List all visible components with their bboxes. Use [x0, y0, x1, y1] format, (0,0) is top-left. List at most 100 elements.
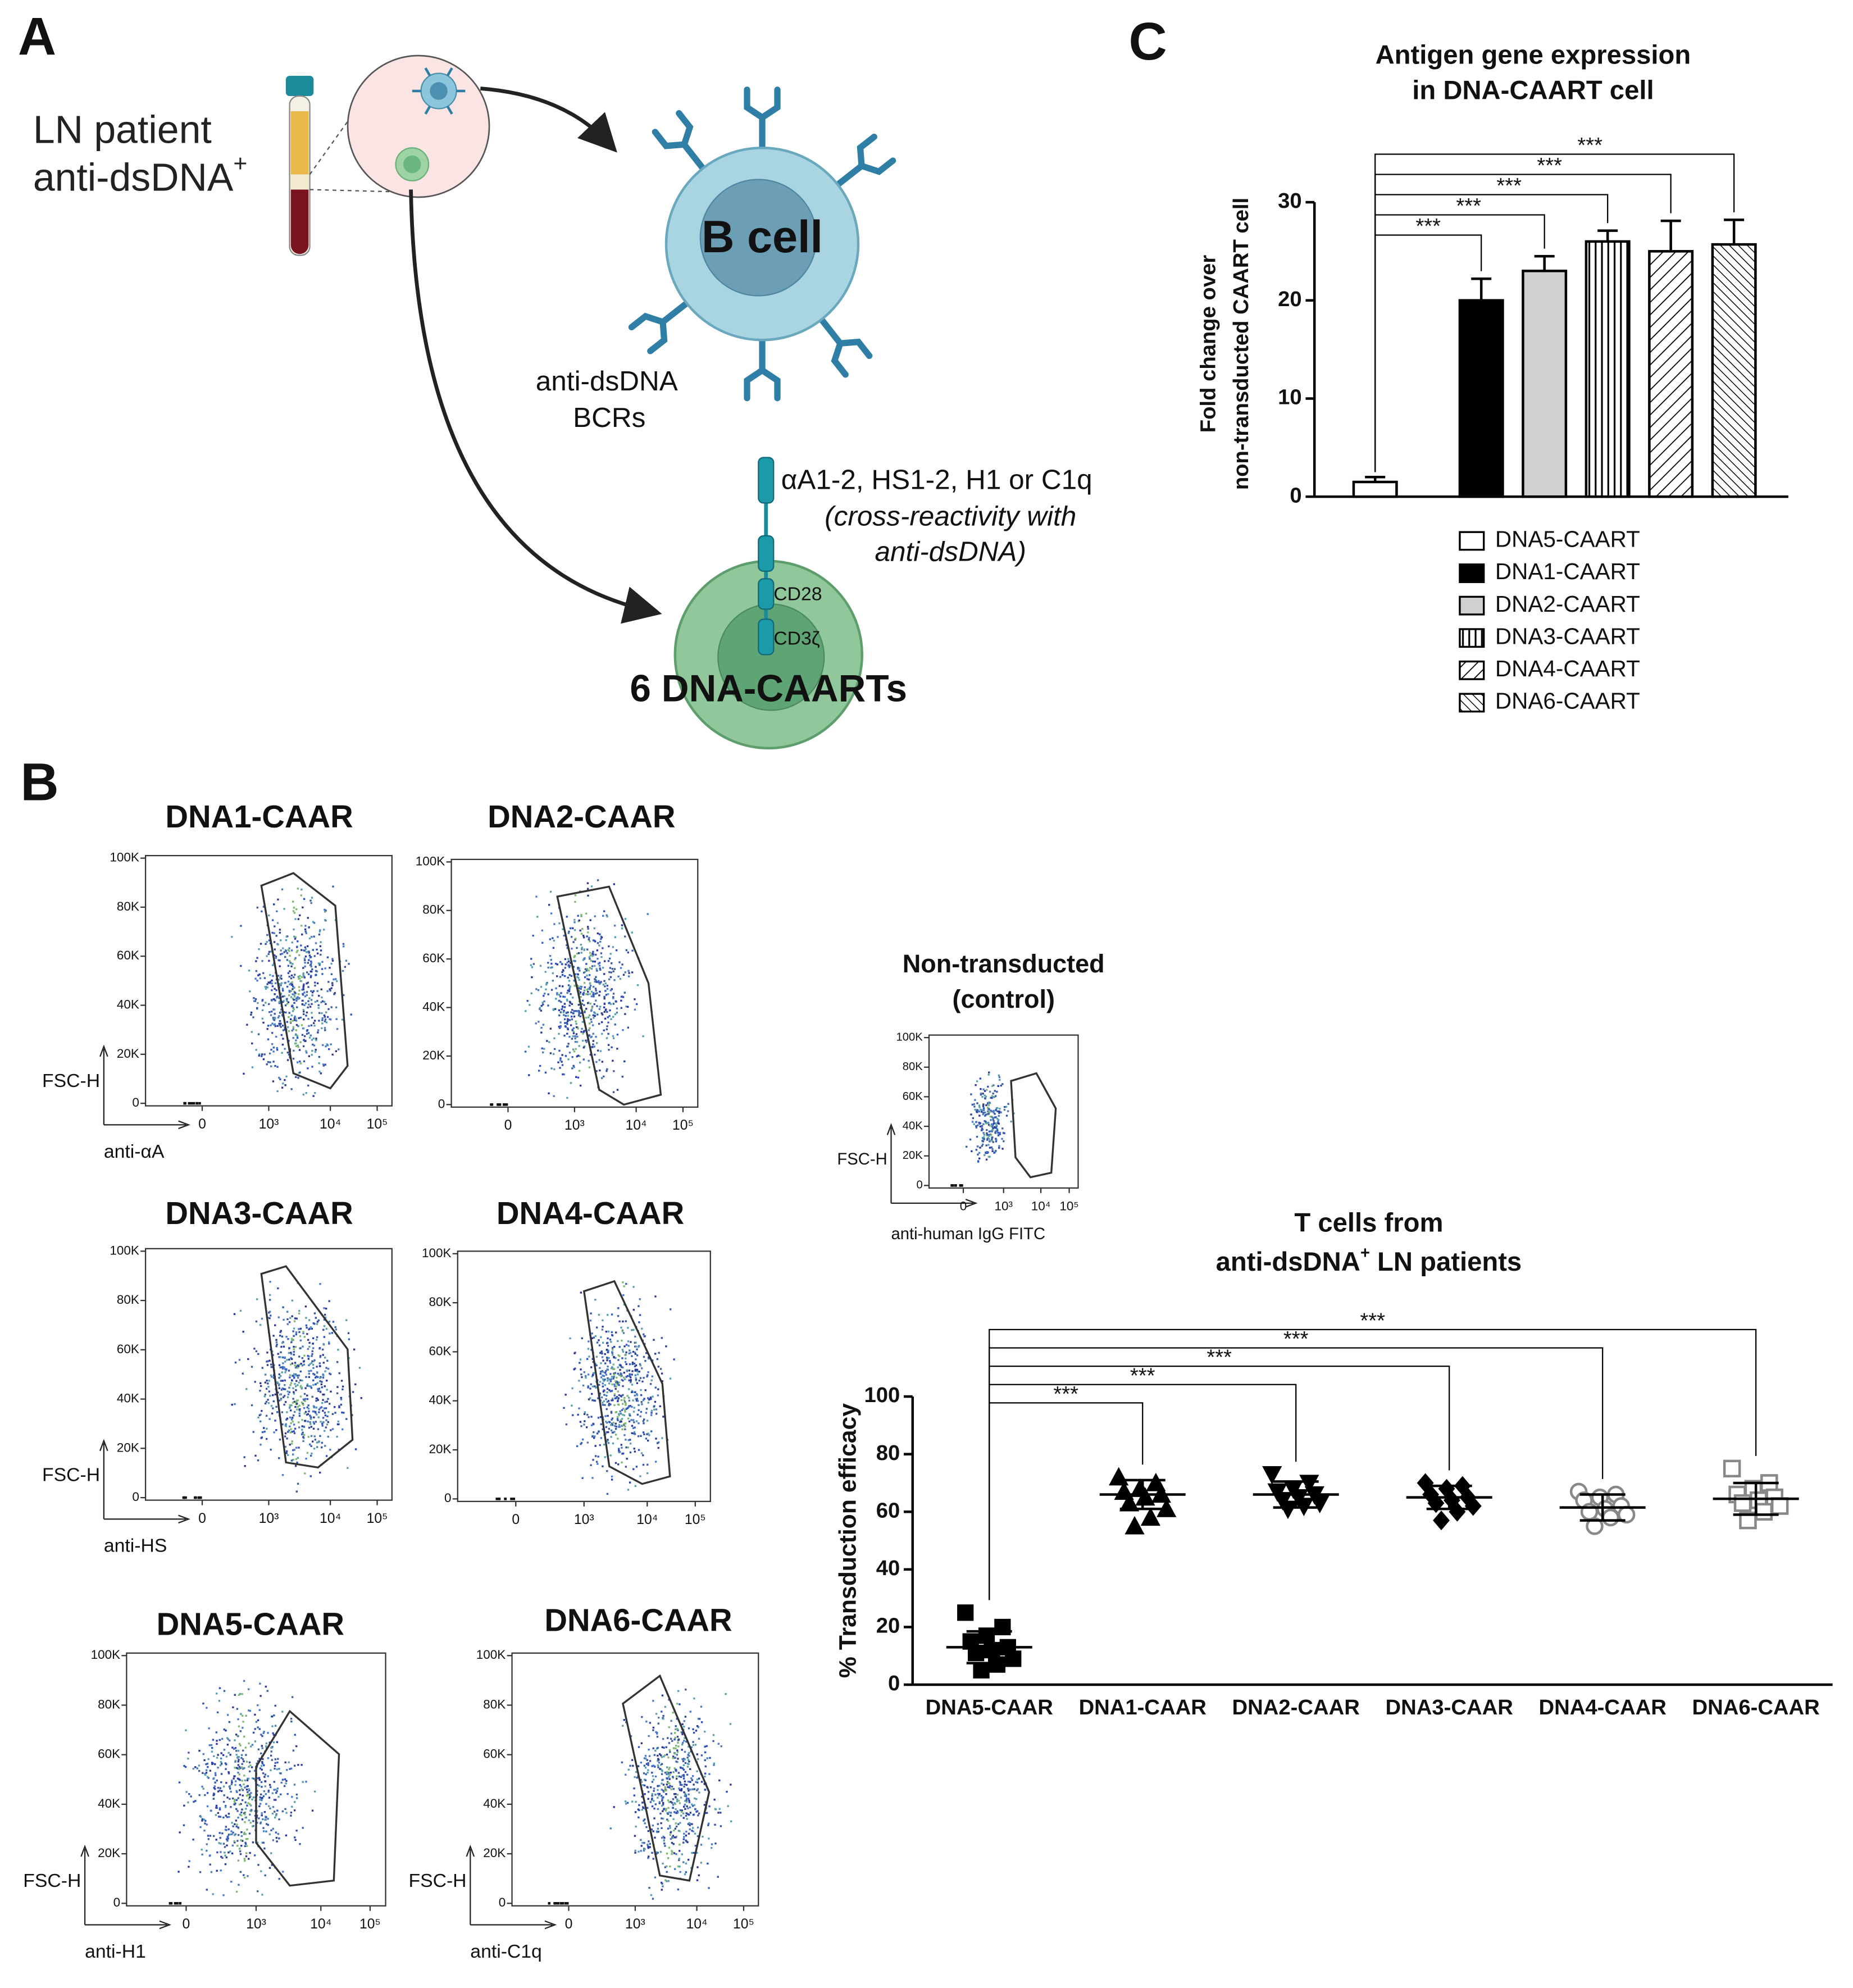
event [585, 1039, 587, 1041]
event [266, 1379, 268, 1382]
event [311, 1003, 313, 1006]
event [978, 1152, 981, 1154]
event [322, 1329, 325, 1331]
event [616, 1416, 619, 1418]
event [211, 1750, 213, 1753]
event [547, 962, 549, 964]
event [226, 1744, 229, 1746]
event [708, 1805, 711, 1808]
event [607, 1032, 609, 1035]
event [237, 1797, 239, 1799]
event [638, 1346, 640, 1348]
event [295, 1020, 298, 1022]
event [618, 1355, 621, 1357]
event [277, 1796, 280, 1798]
event [594, 1335, 597, 1338]
event [317, 1390, 320, 1392]
event [336, 1423, 339, 1426]
event [1003, 1108, 1006, 1111]
event [208, 1744, 211, 1746]
event [230, 1790, 232, 1793]
event [640, 1839, 642, 1841]
plot-frame [457, 1250, 711, 1502]
event [288, 994, 290, 997]
event [215, 1804, 218, 1807]
flow-tick-label: 10⁵ [672, 1118, 694, 1133]
event [980, 1093, 982, 1095]
event [307, 1067, 309, 1070]
event [667, 1813, 669, 1815]
event [321, 1422, 324, 1425]
event [251, 1066, 254, 1068]
tube-buffy [290, 174, 309, 190]
event [991, 1148, 994, 1150]
event [677, 1758, 679, 1760]
event [234, 1361, 237, 1364]
event [594, 993, 597, 995]
event [661, 1770, 663, 1772]
event [330, 987, 333, 989]
event [265, 1742, 268, 1745]
event [257, 1719, 259, 1722]
event [590, 1366, 593, 1368]
event [322, 1354, 324, 1356]
event [638, 1305, 640, 1307]
event [706, 1812, 708, 1814]
event [241, 1780, 243, 1782]
bcr [628, 300, 690, 354]
event [320, 988, 323, 990]
event [276, 1809, 279, 1812]
event [281, 1778, 284, 1781]
event [685, 1740, 688, 1743]
event [614, 1434, 617, 1436]
event [996, 1128, 999, 1130]
event [224, 1828, 227, 1831]
event [261, 960, 263, 962]
event [282, 1029, 285, 1031]
event [282, 1038, 284, 1040]
event [298, 1426, 301, 1429]
event [613, 1070, 615, 1072]
y-tick-label: 40 [876, 1556, 900, 1580]
event [673, 1829, 675, 1832]
event [311, 1066, 313, 1068]
y-tick-label: 20 [876, 1614, 900, 1638]
event [603, 1394, 605, 1396]
flow-tick-label: 60K [98, 1747, 120, 1761]
event [657, 1808, 659, 1810]
event [645, 1773, 647, 1776]
event [311, 936, 313, 938]
event [992, 1141, 995, 1143]
event [295, 1045, 298, 1048]
event [638, 1409, 640, 1412]
event [275, 956, 277, 958]
event [248, 1819, 251, 1822]
event [691, 1827, 694, 1829]
event [575, 1026, 578, 1029]
event [607, 1439, 609, 1441]
event [1005, 1106, 1008, 1108]
event [584, 957, 586, 959]
event [994, 1130, 997, 1132]
event [626, 1395, 629, 1397]
event [668, 1786, 671, 1789]
event [299, 1409, 301, 1412]
event [266, 1028, 268, 1030]
event [579, 1358, 582, 1361]
event [564, 1025, 567, 1027]
event [550, 1067, 553, 1070]
event [676, 1728, 679, 1730]
point [1723, 1459, 1741, 1478]
event [579, 1390, 581, 1393]
event [598, 944, 600, 947]
event [620, 1007, 623, 1009]
event [600, 1021, 603, 1023]
event [242, 1768, 244, 1770]
point [1433, 1511, 1450, 1531]
event [297, 1044, 299, 1047]
flow-plot [80, 1652, 386, 1930]
event [632, 1286, 635, 1288]
flow-tick-label: 60K [422, 951, 445, 965]
event [290, 965, 293, 968]
event [588, 1035, 590, 1037]
